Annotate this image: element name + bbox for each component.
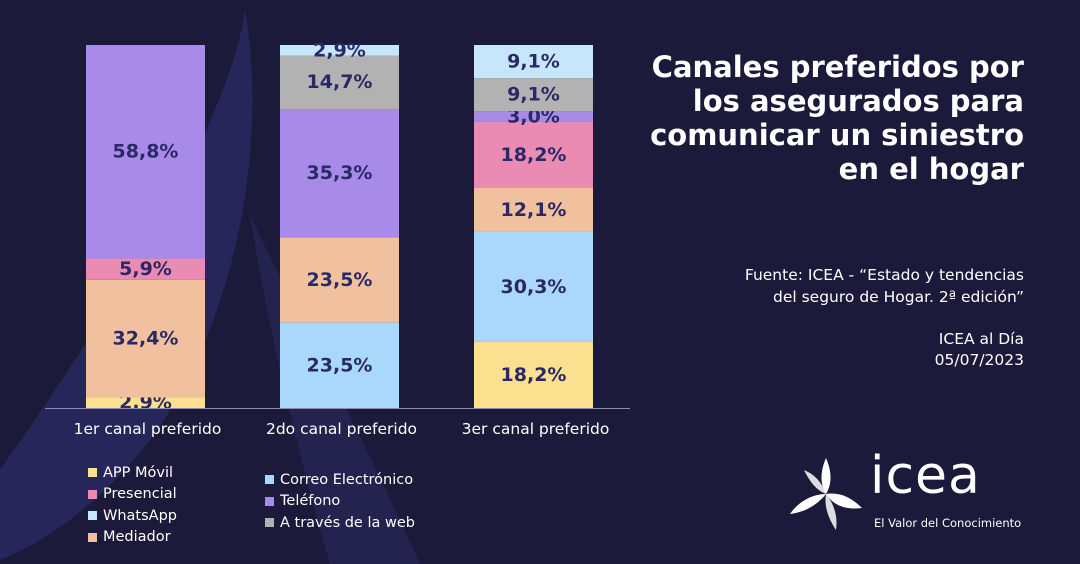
bar-segment-telefono-2	[280, 108, 399, 238]
bar-segment-whatsapp-2	[280, 45, 399, 56]
legend-item-a-traves-de-la-web: A través de la web	[265, 512, 415, 534]
data-label-presencial-3: 18,2%	[501, 144, 567, 166]
legend-item-telefono: Teléfono	[265, 491, 415, 513]
legend-swatch	[88, 468, 97, 478]
legend-label: A través de la web	[280, 514, 415, 531]
bar-segment-telefono-3	[474, 111, 593, 122]
legend-swatch	[88, 511, 97, 521]
data-label-app-movil-3: 18,2%	[501, 364, 567, 386]
data-label-correo-electronico-2: 23,5%	[307, 354, 373, 376]
data-label-mediador-2: 23,5%	[307, 269, 373, 291]
chart-title: Canales preferidos por los asegurados pa…	[650, 50, 1024, 186]
bar-segment-a-traves-de-la-web-3	[474, 78, 593, 112]
legend-label: Teléfono	[280, 493, 341, 510]
legend-column-2: Correo Electrónico Teléfono A través de …	[265, 469, 415, 534]
category-label-2: 2do canal preferido	[266, 420, 417, 438]
icea-logo-tagline: El Valor del Conocimiento	[874, 516, 1022, 530]
data-label-whatsapp-2: 2,9%	[313, 39, 366, 61]
legend-item-correo-electronico: Correo Electrónico	[265, 469, 415, 491]
icea-logo-wordmark: icea	[870, 446, 981, 506]
category-label-3: 3er canal preferido	[462, 420, 610, 438]
data-label-a-traves-de-la-web-2: 14,7%	[307, 71, 373, 93]
bar-segment-mediador-1	[86, 279, 205, 398]
legend-swatch	[88, 532, 97, 542]
legend-item-app-movil: APP Móvil	[88, 462, 177, 484]
source-line-2: del seguro de Hogar. 2ª edición”	[773, 288, 1024, 306]
data-label-a-traves-de-la-web-3: 9,1%	[507, 84, 560, 106]
legend-swatch	[265, 496, 274, 506]
data-label-mediador-1: 32,4%	[113, 328, 179, 350]
legend-label: Mediador	[103, 529, 171, 546]
legend-label: WhatsApp	[103, 507, 177, 524]
icea-logo: icea El Valor del Conocimiento	[784, 446, 1044, 536]
legend-item-mediador: Mediador	[88, 527, 177, 549]
publication-info: ICEA al Día 05/07/2023	[724, 329, 1024, 371]
bar-segment-correo-electronico-2	[280, 322, 399, 408]
data-label-telefono-1: 58,8%	[113, 141, 179, 163]
data-label-presencial-1: 5,9%	[119, 258, 172, 280]
legend-swatch	[88, 489, 97, 499]
category-label-1: 1er canal preferido	[74, 420, 222, 438]
bar-segment-mediador-3	[474, 188, 593, 232]
legend-swatch	[265, 518, 274, 528]
data-label-telefono-2: 35,3%	[307, 162, 373, 184]
category-labels: 1er canal preferido 2do canal preferido 3e…	[74, 420, 610, 438]
data-label-correo-electronico-3: 30,3%	[501, 276, 567, 298]
data-label-mediador-3: 12,1%	[501, 199, 567, 221]
bar-segment-telefono-1	[86, 45, 205, 259]
icea-logo-icon	[790, 458, 862, 530]
chart-bars: 2,9%32,4%5,9%58,8%23,5%23,5%35,3%14,7%2,…	[86, 39, 593, 414]
publication-date: 05/07/2023	[934, 351, 1024, 369]
bar-segment-presencial-3	[474, 121, 593, 189]
bar-segment-mediador-2	[280, 237, 399, 323]
bar-segment-correo-electronico-3	[474, 231, 593, 342]
bar-segment-app-movil-3	[474, 341, 593, 408]
legend-item-whatsapp: WhatsApp	[88, 505, 177, 527]
source-line-1: Fuente: ICEA - “Estado y tendencias	[744, 266, 1024, 284]
bar-segment-presencial-1	[86, 258, 205, 280]
legend-label: APP Móvil	[103, 464, 174, 481]
legend-label: Presencial	[103, 486, 177, 503]
legend-column-1: APP Móvil Presencial WhatsApp Mediador	[88, 462, 177, 548]
source-note: Fuente: ICEA - “Estado y tendencias del …	[644, 264, 1024, 308]
bar-segment-whatsapp-3	[474, 45, 593, 79]
legend-item-presencial: Presencial	[88, 484, 177, 506]
publication-name: ICEA al Día	[938, 330, 1024, 348]
data-label-whatsapp-3: 9,1%	[507, 51, 560, 73]
legend-label: Correo Electrónico	[280, 471, 414, 488]
legend-swatch	[265, 475, 274, 485]
bar-segment-a-traves-de-la-web-2	[280, 55, 399, 109]
bar-segment-app-movil-1	[86, 397, 205, 408]
